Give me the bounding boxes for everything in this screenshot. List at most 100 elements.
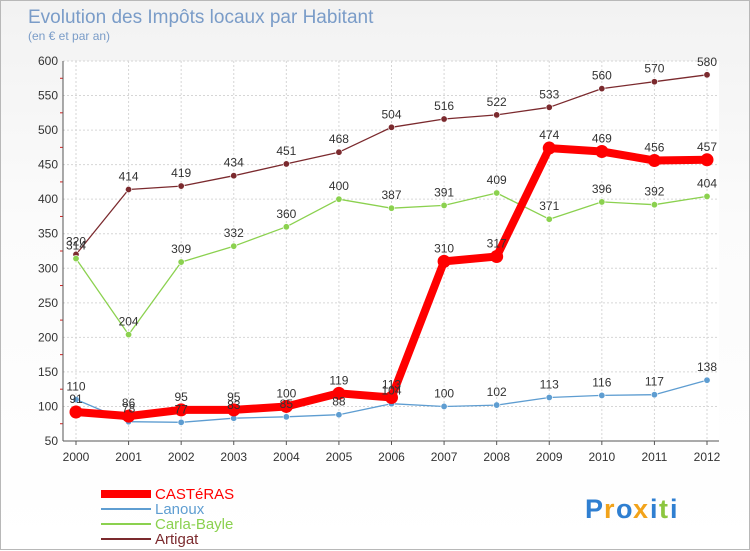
data-label-artigat: 522 xyxy=(487,95,507,109)
data-label-carla-bayle: 332 xyxy=(224,226,244,240)
x-tick-label: 2001 xyxy=(115,450,142,464)
data-point-artigat xyxy=(545,103,553,111)
data-label-artigat: 560 xyxy=(592,69,612,83)
data-label-lanoux: 110 xyxy=(66,380,85,394)
logo-letter: x xyxy=(633,494,648,524)
data-label-lanoux: 113 xyxy=(540,377,559,391)
data-point-artigat xyxy=(650,78,658,86)
x-tick-label: 2008 xyxy=(483,450,510,464)
data-point-carla-bayle xyxy=(282,223,290,231)
y-tick-label: 600 xyxy=(38,54,58,68)
data-label-cast-ras: 474 xyxy=(539,128,559,142)
logo-letter: t xyxy=(659,494,668,524)
data-label-cast-ras: 456 xyxy=(644,140,664,154)
data-point-carla-bayle xyxy=(440,201,448,209)
y-tick-label: 400 xyxy=(38,192,58,206)
data-point-lanoux xyxy=(335,411,343,419)
data-point-lanoux xyxy=(177,418,185,426)
data-label-carla-bayle: 360 xyxy=(276,207,296,221)
data-label-carla-bayle: 371 xyxy=(539,199,559,213)
data-point-cast-ras xyxy=(595,145,609,159)
data-point-carla-bayle xyxy=(650,201,658,209)
data-label-artigat: 320 xyxy=(66,234,86,248)
data-label-artigat: 504 xyxy=(381,107,401,121)
data-point-carla-bayle xyxy=(387,204,395,212)
data-point-lanoux xyxy=(703,376,711,384)
data-label-artigat: 419 xyxy=(171,166,191,180)
logo-letter: o xyxy=(616,494,633,524)
y-tick-label: 500 xyxy=(38,123,58,137)
data-label-cast-ras: 86 xyxy=(122,396,136,410)
data-point-cast-ras xyxy=(332,386,346,400)
x-tick-label: 2003 xyxy=(220,450,247,464)
y-tick-label: 550 xyxy=(38,89,58,103)
chart-title: Evolution des Impôts locaux par Habitant xyxy=(28,7,374,28)
data-label-carla-bayle: 409 xyxy=(487,173,507,187)
data-label-carla-bayle: 396 xyxy=(592,182,612,196)
data-label-artigat: 570 xyxy=(644,62,664,76)
data-point-cast-ras xyxy=(122,409,136,423)
y-tick-label: 200 xyxy=(38,330,58,344)
data-label-cast-ras: 310 xyxy=(434,241,454,255)
data-label-lanoux: 78 xyxy=(122,402,136,416)
data-point-carla-bayle xyxy=(545,215,553,223)
data-label-artigat: 580 xyxy=(697,55,717,69)
data-point-cast-ras xyxy=(437,254,451,268)
data-label-cast-ras: 91 xyxy=(69,392,83,406)
data-point-carla-bayle xyxy=(335,195,343,203)
data-point-lanoux xyxy=(440,402,448,410)
data-point-artigat xyxy=(335,148,343,156)
logo-letter: P xyxy=(585,494,603,524)
y-tick-label: 350 xyxy=(38,227,58,241)
legend-label-carla-bayle: Carla-Bayle xyxy=(155,516,233,533)
legend-label-lanoux: Lanoux xyxy=(155,501,205,518)
data-point-cast-ras xyxy=(385,390,398,404)
data-point-artigat xyxy=(125,186,133,194)
data-label-lanoux: 77 xyxy=(174,402,188,416)
data-point-artigat xyxy=(387,123,395,131)
data-point-cast-ras xyxy=(227,403,241,417)
data-point-carla-bayle xyxy=(703,192,711,200)
data-label-carla-bayle: 314 xyxy=(66,239,86,253)
data-point-artigat xyxy=(703,71,711,79)
data-label-lanoux: 116 xyxy=(592,375,611,389)
data-point-artigat xyxy=(282,160,290,168)
data-label-lanoux: 83 xyxy=(227,398,241,412)
y-tick-label: 50 xyxy=(45,434,59,448)
data-point-carla-bayle xyxy=(493,189,501,197)
data-label-lanoux: 102 xyxy=(487,385,507,399)
logo-letter: r xyxy=(604,494,615,524)
data-point-lanoux xyxy=(650,391,658,399)
y-tick-label: 100 xyxy=(38,399,58,413)
data-point-lanoux xyxy=(493,401,501,409)
data-label-artigat: 533 xyxy=(539,87,559,101)
x-tick-label: 2010 xyxy=(588,450,615,464)
data-point-carla-bayle xyxy=(125,331,133,339)
data-label-cast-ras: 469 xyxy=(592,132,612,146)
data-point-carla-bayle xyxy=(230,242,238,250)
data-point-carla-bayle xyxy=(177,258,185,266)
data-point-cast-ras xyxy=(490,250,504,264)
data-label-artigat: 468 xyxy=(329,132,349,146)
logo-letter: i xyxy=(650,494,658,524)
data-point-artigat xyxy=(440,115,448,123)
data-label-carla-bayle: 387 xyxy=(381,188,401,202)
data-label-lanoux: 88 xyxy=(332,395,346,409)
data-labels-layer: 320 414 419 434 451 468 504 516 522 533 560 570 580 3… xyxy=(66,55,717,417)
data-label-artigat: 451 xyxy=(276,144,296,158)
data-point-artigat xyxy=(493,111,501,119)
data-point-lanoux xyxy=(282,413,290,421)
x-tick-label: 2011 xyxy=(642,450,668,464)
data-label-carla-bayle: 404 xyxy=(697,176,717,190)
data-point-artigat xyxy=(177,182,185,190)
x-tick-label: 2005 xyxy=(326,450,353,464)
series-layer xyxy=(69,71,714,426)
data-label-lanoux: 85 xyxy=(280,397,294,411)
data-label-cast-ras: 95 xyxy=(174,390,188,404)
data-label-artigat: 414 xyxy=(119,170,139,184)
data-label-artigat: 516 xyxy=(434,99,454,113)
data-point-lanoux xyxy=(598,391,606,399)
